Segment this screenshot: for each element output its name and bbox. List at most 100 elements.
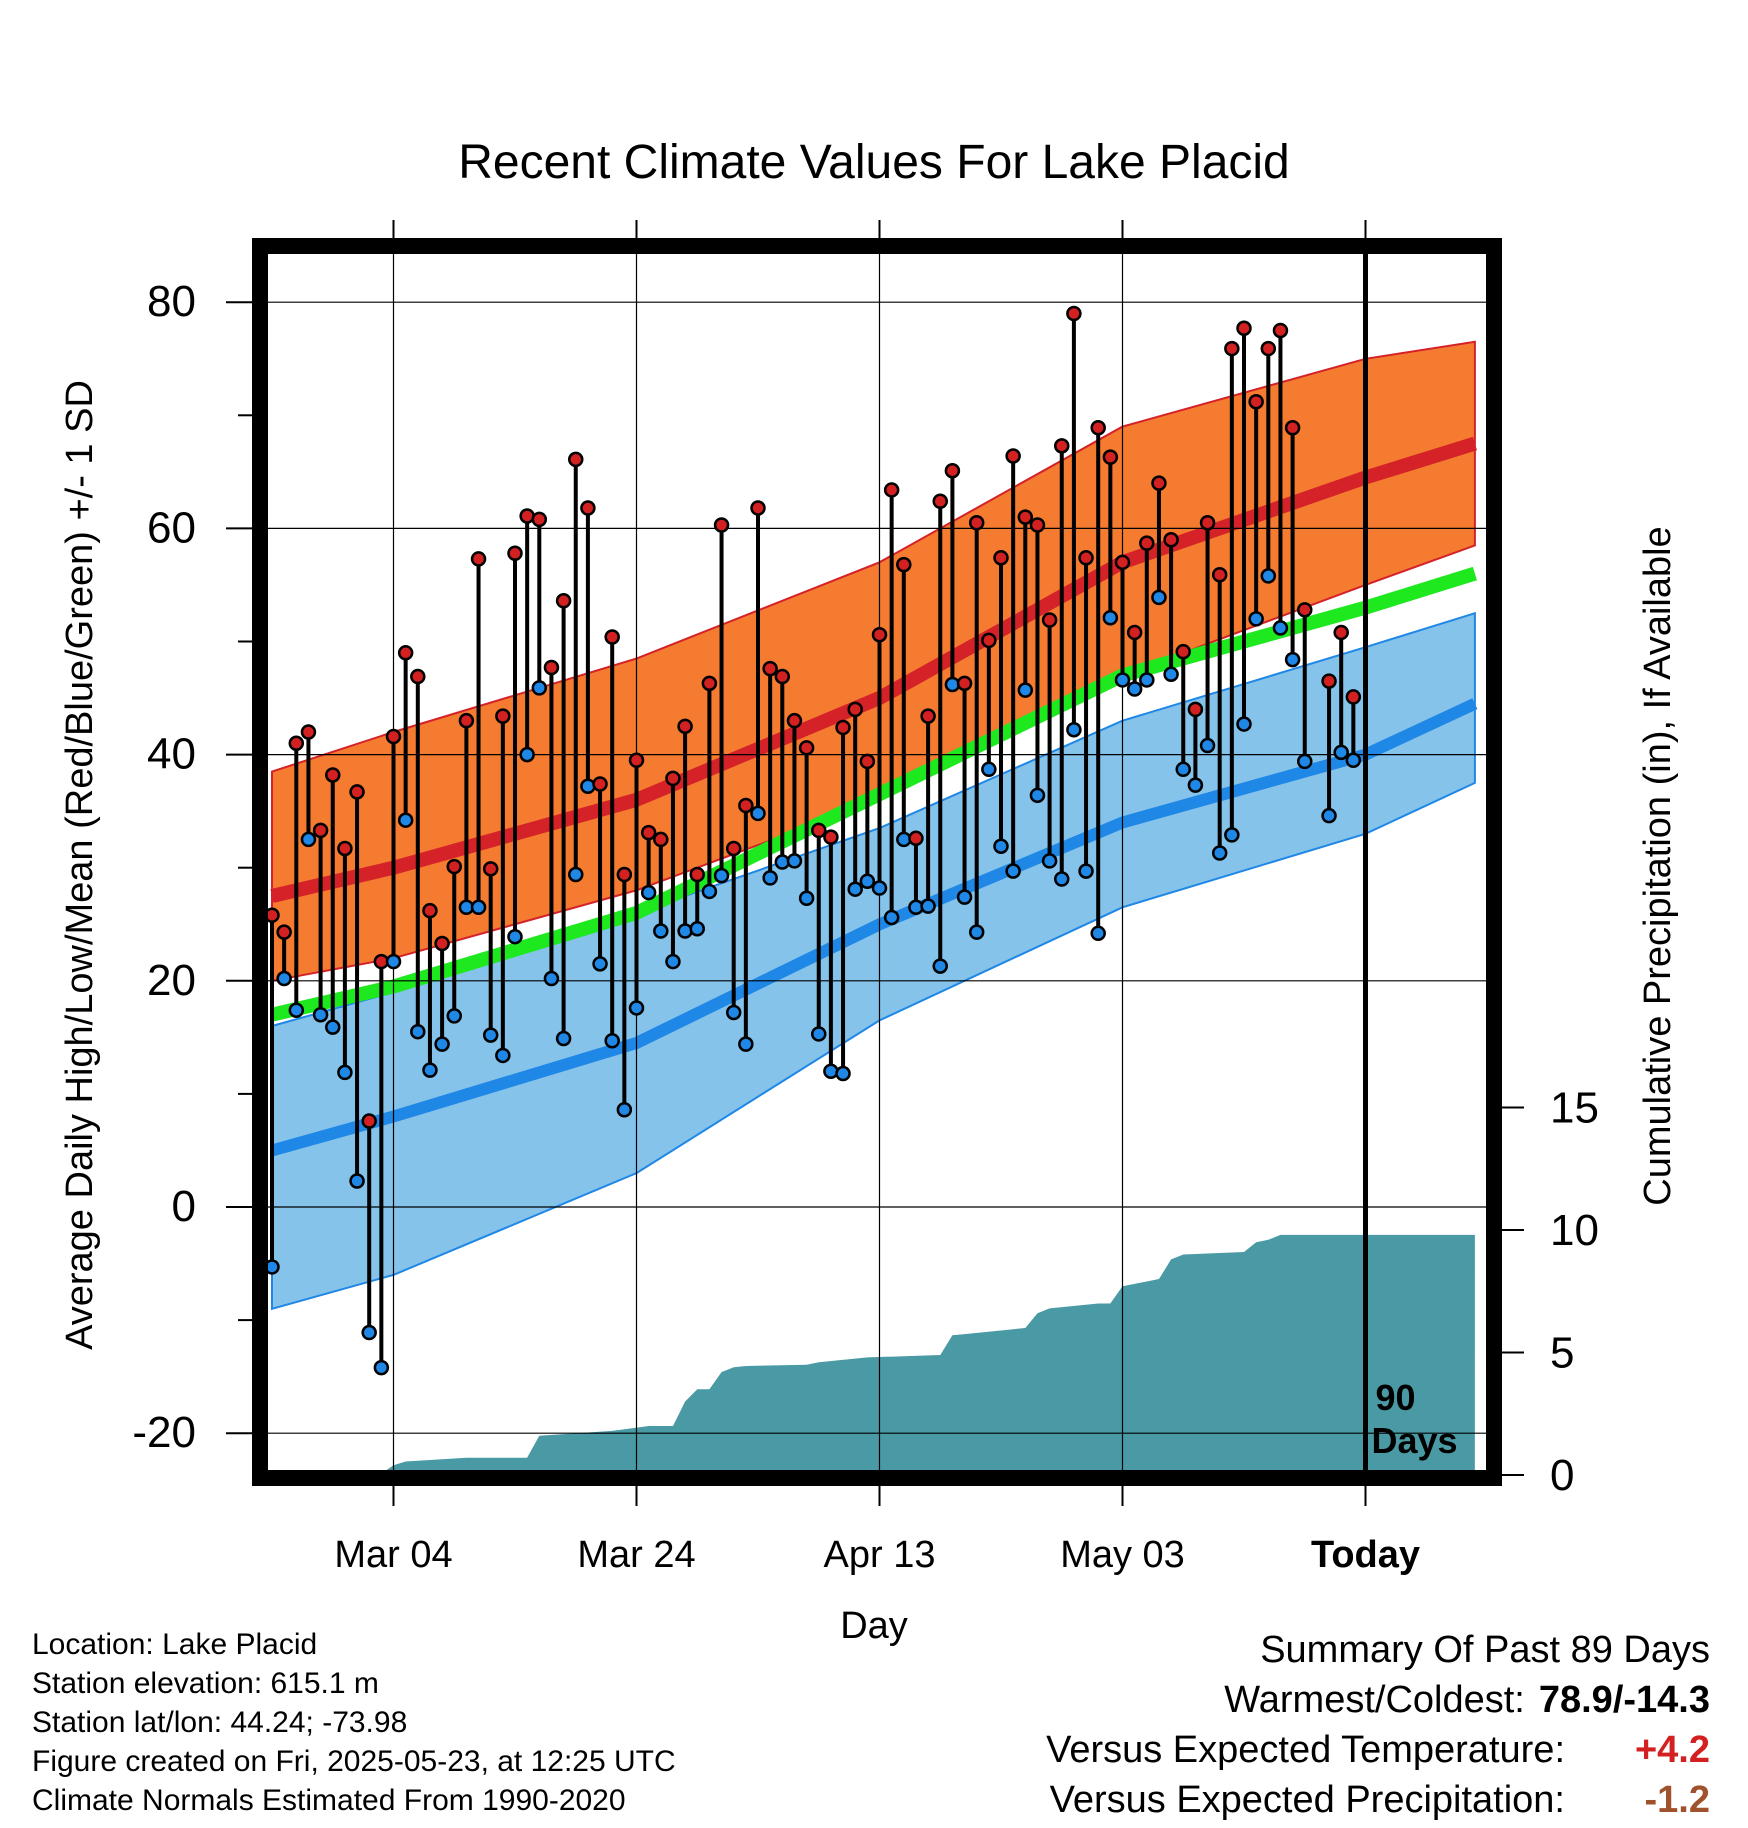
daily-low-point	[1102, 609, 1119, 626]
daily-low-point	[1211, 845, 1228, 861]
daily-low-point	[531, 680, 548, 696]
daily-high-point	[1041, 612, 1058, 628]
daily-low-point	[1187, 777, 1204, 793]
daily-low-point	[920, 898, 936, 914]
daily-low-point	[507, 928, 523, 945]
daily-high-point	[871, 626, 888, 643]
daily-high-point	[1297, 602, 1313, 618]
daily-low-point	[1260, 568, 1277, 584]
daily-high-point	[1102, 449, 1119, 465]
daily-high-point	[1151, 475, 1167, 491]
daily-low-point	[981, 761, 997, 778]
daily-low-point	[883, 909, 900, 926]
daily-low-point	[738, 1036, 754, 1052]
daily-low-point	[847, 881, 863, 897]
daily-low-point	[640, 884, 657, 901]
daily-low-point	[373, 1359, 390, 1376]
x-tick-label: Today	[1311, 1534, 1420, 1576]
daily-high-point	[1199, 514, 1216, 531]
daily-low-point	[446, 1008, 462, 1024]
daily-high-point	[276, 924, 292, 940]
daily-low-point	[811, 1026, 827, 1042]
daily-low-point	[519, 746, 535, 763]
daily-high-point	[981, 632, 997, 649]
daily-low-point	[859, 873, 876, 890]
daily-low-point	[1029, 787, 1046, 804]
daily-low-point	[361, 1324, 377, 1341]
daily-low-point	[1248, 611, 1264, 627]
y2-tick-label: 10	[1550, 1206, 1599, 1255]
daily-high-point	[507, 545, 523, 562]
y2-tick-label: 5	[1550, 1329, 1574, 1378]
created-text: Figure created on Fri, 2025-05-23, at 12…	[32, 1745, 676, 1778]
daily-high-point	[1175, 643, 1191, 660]
daily-low-point	[968, 924, 985, 940]
daily-low-point	[422, 1062, 438, 1078]
daily-high-point	[568, 451, 584, 468]
daily-high-point	[604, 629, 620, 645]
daily-high-point	[908, 830, 924, 847]
y-axis-right: 0 5 10 15	[1502, 1084, 1599, 1500]
daily-low-point	[1041, 853, 1058, 869]
daily-high-point	[932, 493, 948, 510]
daily-low-point	[434, 1036, 450, 1052]
daily-high-point	[458, 712, 475, 729]
daily-low-point	[956, 889, 973, 905]
daily-high-point	[616, 866, 633, 883]
daily-high-point	[677, 718, 693, 735]
daily-high-point	[640, 824, 657, 841]
daily-low-point	[385, 953, 402, 970]
daily-low-point	[701, 883, 718, 900]
daily-low-point	[1284, 651, 1301, 668]
daily-high-point	[1017, 509, 1034, 525]
daily-low-point	[653, 923, 669, 939]
daily-high-point	[725, 840, 742, 857]
daily-low-point	[300, 831, 317, 848]
daily-high-point	[495, 708, 511, 724]
daily-low-point	[750, 805, 766, 822]
daily-high-point	[543, 659, 560, 676]
daily-high-point	[701, 675, 718, 692]
daily-low-point	[1151, 589, 1167, 606]
daily-low-point	[725, 1004, 742, 1021]
daily-low-point	[470, 899, 487, 916]
daily-low-point	[823, 1063, 839, 1080]
daily-low-point	[410, 1023, 426, 1040]
chart-title: Recent Climate Values For Lake Placid	[458, 136, 1290, 189]
x-tick-label: Mar 04	[334, 1534, 452, 1576]
daily-high-point	[956, 675, 973, 692]
daily-low-point	[665, 953, 681, 970]
normals-text: Climate Normals Estimated From 1990-2020	[32, 1784, 626, 1817]
daily-high-point	[580, 500, 596, 516]
daily-high-point	[1224, 340, 1240, 357]
elevation-text: Station elevation: 615.1 m	[32, 1667, 379, 1700]
daily-low-point	[1054, 871, 1070, 887]
daily-low-point	[1321, 807, 1337, 824]
daily-low-point	[337, 1064, 353, 1081]
y-axis-left: -20 0 20 40 60 80	[132, 277, 252, 1457]
daily-low-point	[835, 1065, 851, 1082]
daily-high-point	[896, 556, 912, 573]
today-annotation-line1: 90	[1376, 1377, 1416, 1418]
daily-high-point	[385, 728, 402, 745]
low-sd-band	[271, 611, 1476, 1311]
daily-high-point	[312, 822, 329, 839]
daily-high-point	[434, 935, 450, 952]
daily-high-point	[920, 708, 936, 724]
daily-low-point	[312, 1006, 329, 1023]
y-tick-label: 0	[172, 1182, 196, 1231]
daily-low-point	[1333, 744, 1349, 761]
daily-high-point	[1333, 624, 1349, 641]
daily-high-point	[325, 767, 341, 783]
daily-points	[264, 305, 1362, 1376]
x-axis: Mar 04 Mar 24 Apr 13 May 03 Today	[334, 220, 1420, 1576]
daily-high-point	[713, 517, 730, 533]
daily-high-point	[1005, 448, 1021, 464]
daily-high-point	[349, 784, 365, 800]
daily-low-point	[543, 970, 560, 987]
daily-high-point	[738, 797, 754, 814]
daily-high-point	[1114, 554, 1131, 571]
y2-axis-label: Cumulative Precipitation (in), If Availa…	[1637, 526, 1679, 1205]
daily-high-point	[1272, 322, 1289, 339]
daily-high-point	[1211, 567, 1228, 583]
